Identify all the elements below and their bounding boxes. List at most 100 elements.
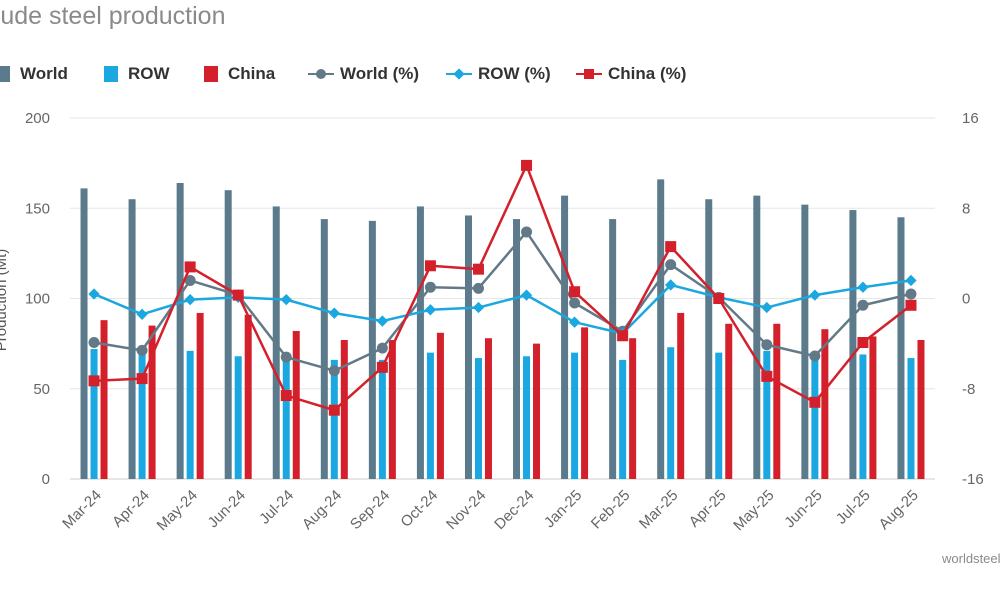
- x-tick-Aug-24: Aug-24: [299, 487, 345, 533]
- y-left-tick-50: 50: [33, 381, 50, 398]
- point-china-May-24: [184, 261, 196, 273]
- y-right-tick-16: 16: [962, 110, 979, 127]
- y-right-tick-8: 8: [962, 200, 970, 217]
- bar-row-Jun-25: [811, 354, 819, 479]
- point-china-Mar-24: [88, 375, 100, 387]
- bar-china-Jun-24: [244, 314, 252, 479]
- legend-label-world-pct: World (%): [340, 64, 420, 83]
- point-china-Jan-25: [569, 286, 581, 298]
- y-left-tick-150: 150: [25, 200, 50, 217]
- point-world-May-24: [184, 274, 196, 286]
- bar-world-May-24: [176, 182, 184, 480]
- point-china-Apr-24: [136, 373, 148, 385]
- y-right-tick--8: -8: [962, 381, 975, 398]
- bar-row-Jul-24: [282, 356, 290, 479]
- legend-item-row-pct[interactable]: ROW (%): [446, 64, 551, 84]
- point-row-May-25: [761, 301, 773, 314]
- y-axis-label: Production (Mt): [0, 249, 10, 352]
- bar-china-Mar-24: [100, 320, 108, 479]
- point-world-May-25: [761, 339, 773, 351]
- y-left-tick-100: 100: [25, 291, 50, 308]
- point-row-Apr-24: [136, 308, 148, 320]
- point-china-Jul-24: [280, 390, 292, 402]
- point-world-Jan-25: [569, 297, 581, 309]
- point-row-Jan-25: [568, 316, 581, 328]
- legend-label-row-pct: ROW (%): [478, 64, 551, 83]
- point-world-Sep-24: [376, 342, 388, 354]
- bar-row-Jan-25: [571, 352, 579, 479]
- point-china-Aug-24: [328, 404, 340, 416]
- legend-label-china-pct: China (%): [608, 64, 687, 83]
- bar-china-Nov-24: [484, 338, 492, 479]
- bar-world-Aug-24: [320, 219, 328, 479]
- point-row-Sep-24: [376, 315, 389, 327]
- line-row: [93, 279, 912, 335]
- bar-china-Aug-24: [340, 340, 348, 479]
- y-right-tick--16: -16: [962, 471, 984, 488]
- point-world-Aug-24: [328, 365, 340, 377]
- row-bar-swatch: [104, 66, 118, 82]
- bar-world-Jul-25: [849, 210, 857, 479]
- china-pct-line-square-icon: [576, 69, 602, 79]
- legend-item-world[interactable]: World: [0, 64, 68, 84]
- point-row-Nov-24: [472, 301, 485, 314]
- legend-item-world-pct[interactable]: World (%): [308, 64, 419, 84]
- chart-title: rude steel production: [0, 2, 226, 30]
- bar-china-Feb-25: [629, 338, 637, 479]
- bar-china-Jan-25: [581, 327, 589, 479]
- x-tick-Oct-24: Oct-24: [397, 487, 441, 531]
- bar-row-Aug-24: [330, 359, 338, 479]
- legend-item-china-pct[interactable]: China (%): [576, 64, 686, 84]
- bar-china-Oct-24: [436, 332, 444, 479]
- bar-china-Mar-25: [677, 312, 685, 479]
- bar-world-Jun-25: [801, 204, 809, 479]
- bar-row-Sep-24: [378, 359, 386, 479]
- bar-row-Apr-24: [138, 350, 146, 479]
- y-left-tick-0: 0: [42, 471, 50, 488]
- point-row-Jul-24: [280, 293, 292, 306]
- point-world-Jul-25: [857, 299, 869, 311]
- point-world-Mar-24: [88, 336, 100, 348]
- point-world-Jul-24: [280, 351, 292, 363]
- bar-world-Feb-25: [609, 219, 617, 479]
- point-row-Aug-25: [905, 274, 917, 287]
- bar-world-May-25: [753, 195, 761, 480]
- bar-row-Aug-25: [907, 358, 915, 479]
- point-row-Mar-25: [665, 279, 677, 291]
- y-right-tick-0: 0: [962, 291, 970, 308]
- bar-world-Oct-24: [416, 206, 424, 479]
- bar-row-Feb-25: [619, 359, 627, 479]
- x-tick-Apr-24: Apr-24: [109, 487, 153, 531]
- x-tick-Jan-25: Jan-25: [541, 487, 585, 531]
- row-pct-line-diamond-icon: [446, 68, 472, 80]
- point-world-Oct-24: [424, 281, 436, 293]
- bar-world-Jan-25: [561, 195, 569, 480]
- legend-item-row[interactable]: ROW: [104, 64, 170, 84]
- legend-item-china[interactable]: China: [204, 64, 275, 84]
- point-world-Mar-25: [665, 259, 677, 271]
- bar-world-Jun-24: [224, 190, 232, 479]
- bar-world-Nov-24: [464, 215, 472, 479]
- x-tick-Mar-24: Mar-24: [59, 487, 105, 533]
- credit-text: worldsteel: [942, 551, 1000, 566]
- bar-row-Mar-25: [667, 347, 675, 479]
- x-tick-Jun-25: Jun-25: [781, 487, 825, 531]
- y-left-tick-200: 200: [25, 110, 50, 127]
- x-tick-Feb-25: Feb-25: [588, 487, 634, 533]
- bar-row-May-25: [763, 350, 771, 479]
- point-china-Nov-24: [472, 263, 484, 275]
- world-pct-line-circle-icon: [308, 69, 334, 79]
- point-china-Jun-25: [809, 396, 821, 408]
- bar-world-Apr-24: [128, 199, 136, 479]
- bar-china-Jul-24: [292, 330, 300, 479]
- x-tick-Apr-25: Apr-25: [686, 487, 730, 531]
- x-tick-Mar-25: Mar-25: [636, 487, 682, 533]
- legend-label-row: ROW: [128, 64, 170, 83]
- point-world-Jun-25: [809, 350, 821, 362]
- bar-row-Nov-24: [474, 358, 482, 479]
- bar-world-Aug-25: [897, 217, 905, 479]
- china-bar-swatch: [204, 66, 218, 82]
- point-china-May-25: [761, 370, 773, 382]
- x-tick-Dec-24: Dec-24: [491, 487, 537, 533]
- x-tick-Sep-24: Sep-24: [347, 487, 393, 533]
